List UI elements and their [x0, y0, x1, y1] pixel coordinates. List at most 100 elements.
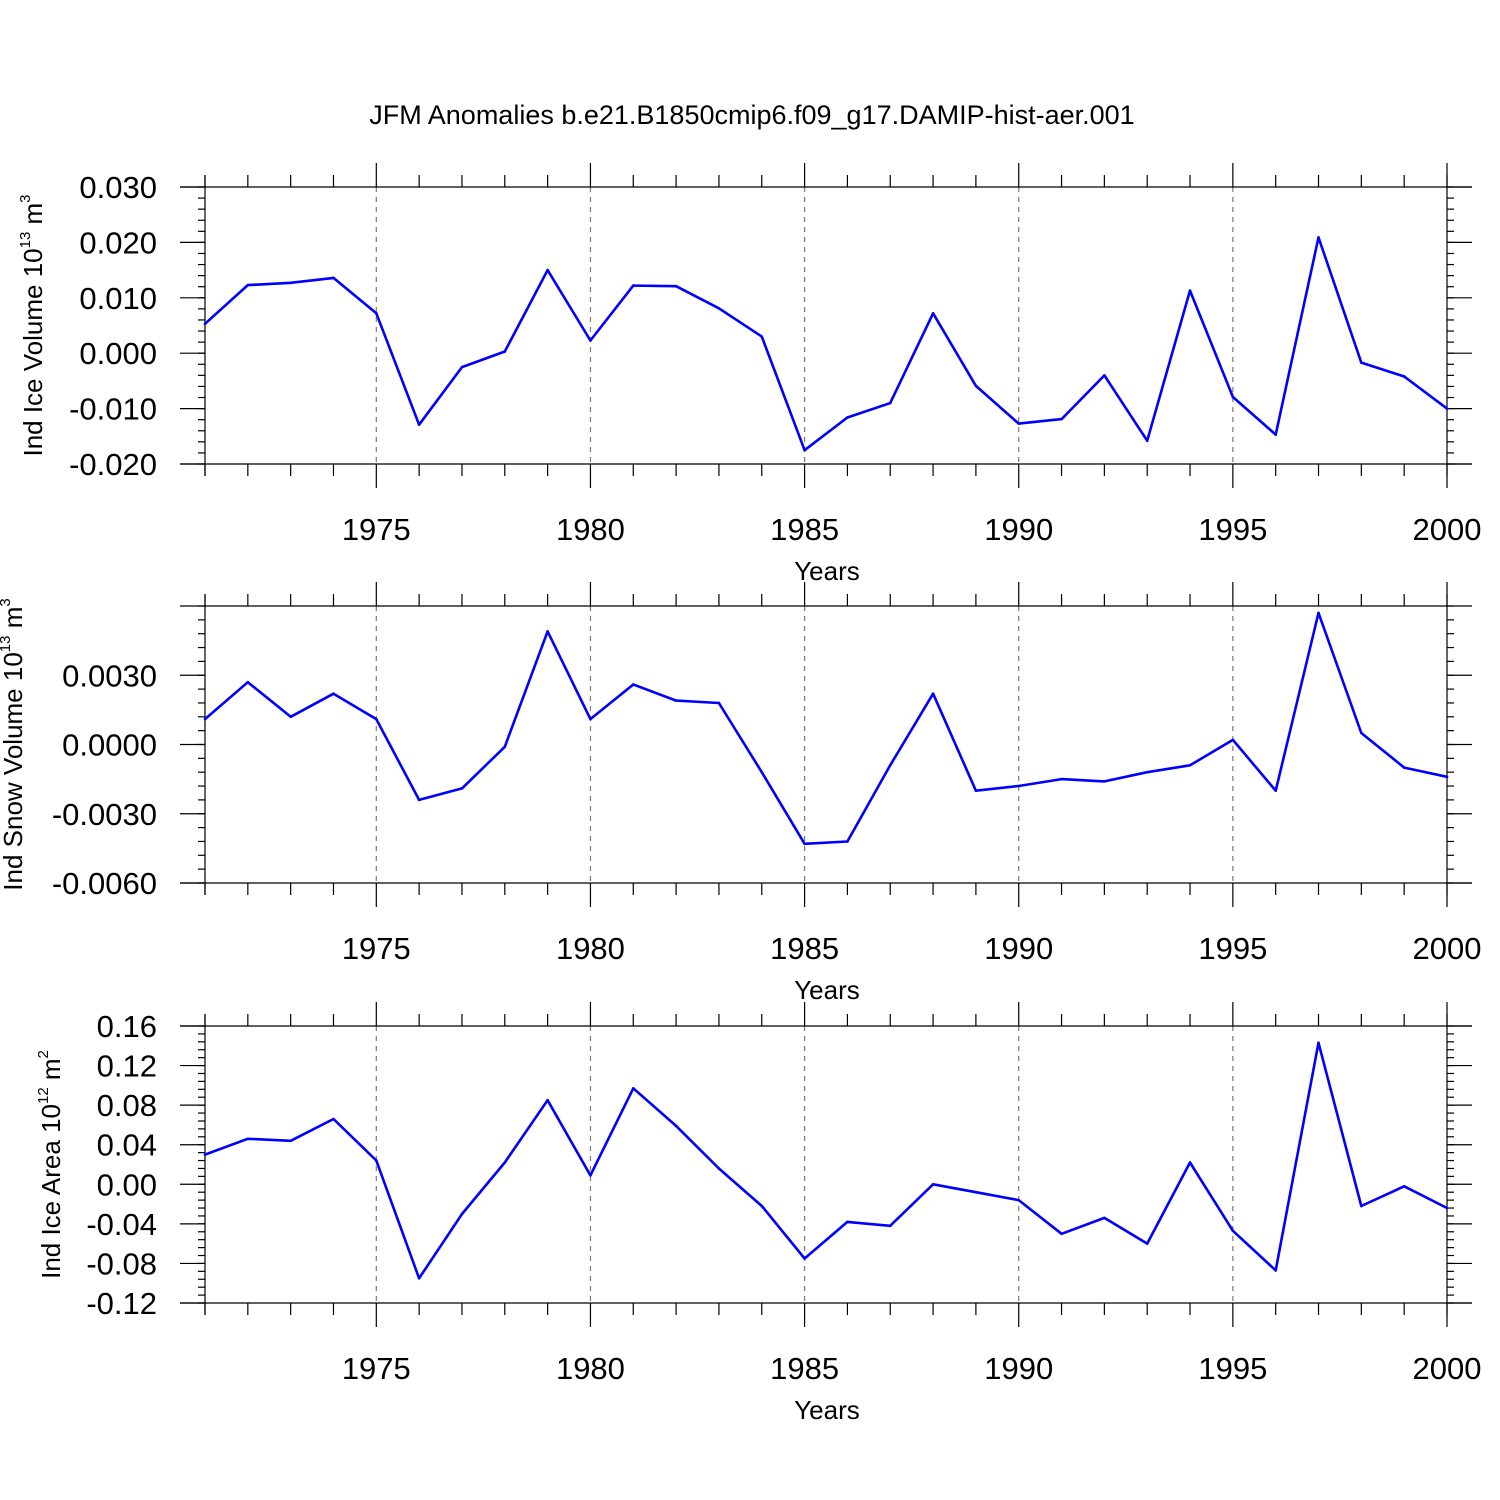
data-point: [332, 692, 335, 696]
data-point: [631, 683, 635, 686]
data-point: [546, 268, 549, 272]
series-line: [204, 236, 1448, 452]
panel-3: 1975 1980 1985 1990 1995 2000 -0.12 -0.08 -0.04 0…: [35, 1002, 1481, 1425]
y-tick-label: -0.12: [86, 1286, 157, 1321]
y-tick-label: 0.04: [97, 1128, 157, 1163]
data-point: [760, 1204, 764, 1208]
x-tick-label: 1975: [342, 512, 411, 547]
data-point: [203, 717, 207, 721]
data-point: [803, 842, 806, 846]
data-point: [460, 787, 464, 790]
data-point: [503, 1161, 507, 1164]
x-tick-label: 1995: [1198, 931, 1267, 966]
data-point: [888, 763, 892, 767]
x-axis-title: Years: [794, 1395, 860, 1425]
series-line: [204, 611, 1448, 846]
y-tick-label: 0.0000: [62, 728, 157, 763]
data-point: [1445, 407, 1449, 410]
y-axis-title-unit-exponent: 3: [0, 598, 14, 606]
data-point: [246, 283, 250, 287]
y-tick-label: 0.020: [79, 225, 157, 260]
series-line: [204, 1041, 1448, 1280]
y-tick-label: -0.010: [69, 392, 157, 427]
data-point: [289, 281, 292, 285]
y-tick-label: 0.00: [97, 1167, 157, 1202]
x-tick-label: 1975: [342, 931, 411, 966]
x-tick-label: 2000: [1413, 931, 1482, 966]
data-point: [1231, 395, 1235, 399]
panels: 1975 1980 1985 1990 1995 2000 -0.020 -0.010 0.00…: [0, 163, 1481, 1425]
data-point: [332, 1117, 335, 1121]
data-point: [717, 701, 721, 705]
y-tick-label: 0.000: [79, 336, 157, 371]
data-point: [375, 717, 378, 721]
data-point: [1060, 1232, 1063, 1236]
y-axis-title-unit-exponent: 2: [35, 1050, 52, 1058]
x-axis-title: Years: [794, 975, 860, 1005]
x-tick-label: 1980: [556, 931, 625, 966]
data-point: [1188, 763, 1192, 767]
data-point: [375, 312, 378, 315]
x-tick-label: 1980: [556, 512, 625, 547]
y-axis-title-unit: m: [0, 607, 28, 636]
data-point: [1402, 766, 1406, 769]
data-point: [1103, 374, 1106, 377]
y-axis-title: Ind Ice Area 1012 m2: [35, 1050, 66, 1279]
data-point: [888, 401, 892, 405]
y-tick-label: 0.010: [79, 281, 157, 316]
y-axis-title-exponent: 13: [0, 636, 14, 653]
data-point: [974, 384, 978, 388]
data-point: [674, 699, 678, 702]
data-point: [546, 1098, 549, 1102]
data-point: [589, 717, 592, 721]
data-point: [503, 745, 507, 749]
data-point: [1317, 1041, 1320, 1045]
data-point: [1445, 775, 1449, 779]
data-point: [203, 322, 207, 326]
data-point: [974, 1190, 978, 1194]
data-point: [1145, 439, 1149, 443]
data-point: [931, 1182, 935, 1186]
y-tick-label: 0.08: [97, 1088, 157, 1123]
data-point: [1231, 1229, 1235, 1233]
data-point: [417, 798, 421, 802]
data-point: [289, 1139, 292, 1143]
y-tick-label: -0.0060: [52, 866, 157, 901]
y-tick-label: 0.16: [97, 1009, 157, 1044]
x-tick-label: 1990: [984, 1351, 1053, 1386]
y-axis-title: Ind Ice Volume 1013 m3: [17, 194, 48, 456]
data-point: [375, 1159, 378, 1162]
data-point: [846, 416, 849, 419]
data-point: [1060, 777, 1063, 781]
data-point: [631, 1087, 635, 1090]
x-tick-label: 1985: [770, 931, 839, 966]
data-point: [931, 312, 935, 315]
data-point: [546, 630, 549, 633]
data-point: [1017, 1198, 1021, 1202]
panel-2: 1975 1980 1985 1990 1995 2000 -0.0060 -0.0030 0.…: [0, 582, 1481, 1005]
data-point: [1145, 770, 1149, 774]
data-point: [203, 1153, 207, 1156]
y-axis-title-unit-exponent: 3: [17, 194, 34, 202]
data-point: [717, 307, 721, 310]
data-point: [1317, 611, 1320, 615]
data-point: [846, 840, 849, 843]
x-tick-label: 1975: [342, 1351, 411, 1386]
data-point: [1188, 1161, 1192, 1164]
x-tick-label: 1995: [1198, 1351, 1267, 1386]
y-axis-title-text: Ind Ice Area 10: [36, 1104, 66, 1279]
y-axis-title-unit: m: [36, 1058, 66, 1087]
data-point: [246, 680, 250, 684]
x-tick-label: 2000: [1413, 512, 1482, 547]
data-point: [460, 365, 464, 369]
data-point: [1060, 417, 1063, 421]
data-point: [717, 1167, 721, 1170]
data-point: [1445, 1206, 1449, 1210]
y-axis-title-text: Ind Ice Volume 10: [18, 248, 48, 456]
data-point: [760, 335, 764, 338]
data-point: [1274, 1269, 1277, 1272]
data-point: [1274, 789, 1277, 792]
y-tick-label: -0.0030: [52, 797, 157, 832]
data-point: [1317, 236, 1320, 239]
x-tick-label: 1980: [556, 1351, 625, 1386]
